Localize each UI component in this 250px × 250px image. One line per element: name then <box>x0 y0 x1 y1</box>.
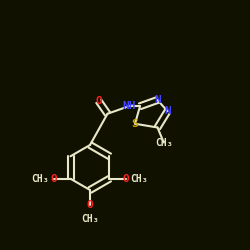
Text: S: S <box>132 119 138 129</box>
Text: O: O <box>87 200 94 210</box>
Text: CH₃: CH₃ <box>131 174 148 184</box>
Text: O: O <box>51 174 58 184</box>
Text: N: N <box>164 106 171 116</box>
Text: N: N <box>154 95 161 105</box>
Text: O: O <box>122 174 129 184</box>
Text: NH: NH <box>122 101 136 111</box>
Text: O: O <box>96 96 102 106</box>
Text: CH₃: CH₃ <box>32 174 49 184</box>
Text: CH₃: CH₃ <box>155 138 172 147</box>
Text: CH₃: CH₃ <box>81 214 99 224</box>
